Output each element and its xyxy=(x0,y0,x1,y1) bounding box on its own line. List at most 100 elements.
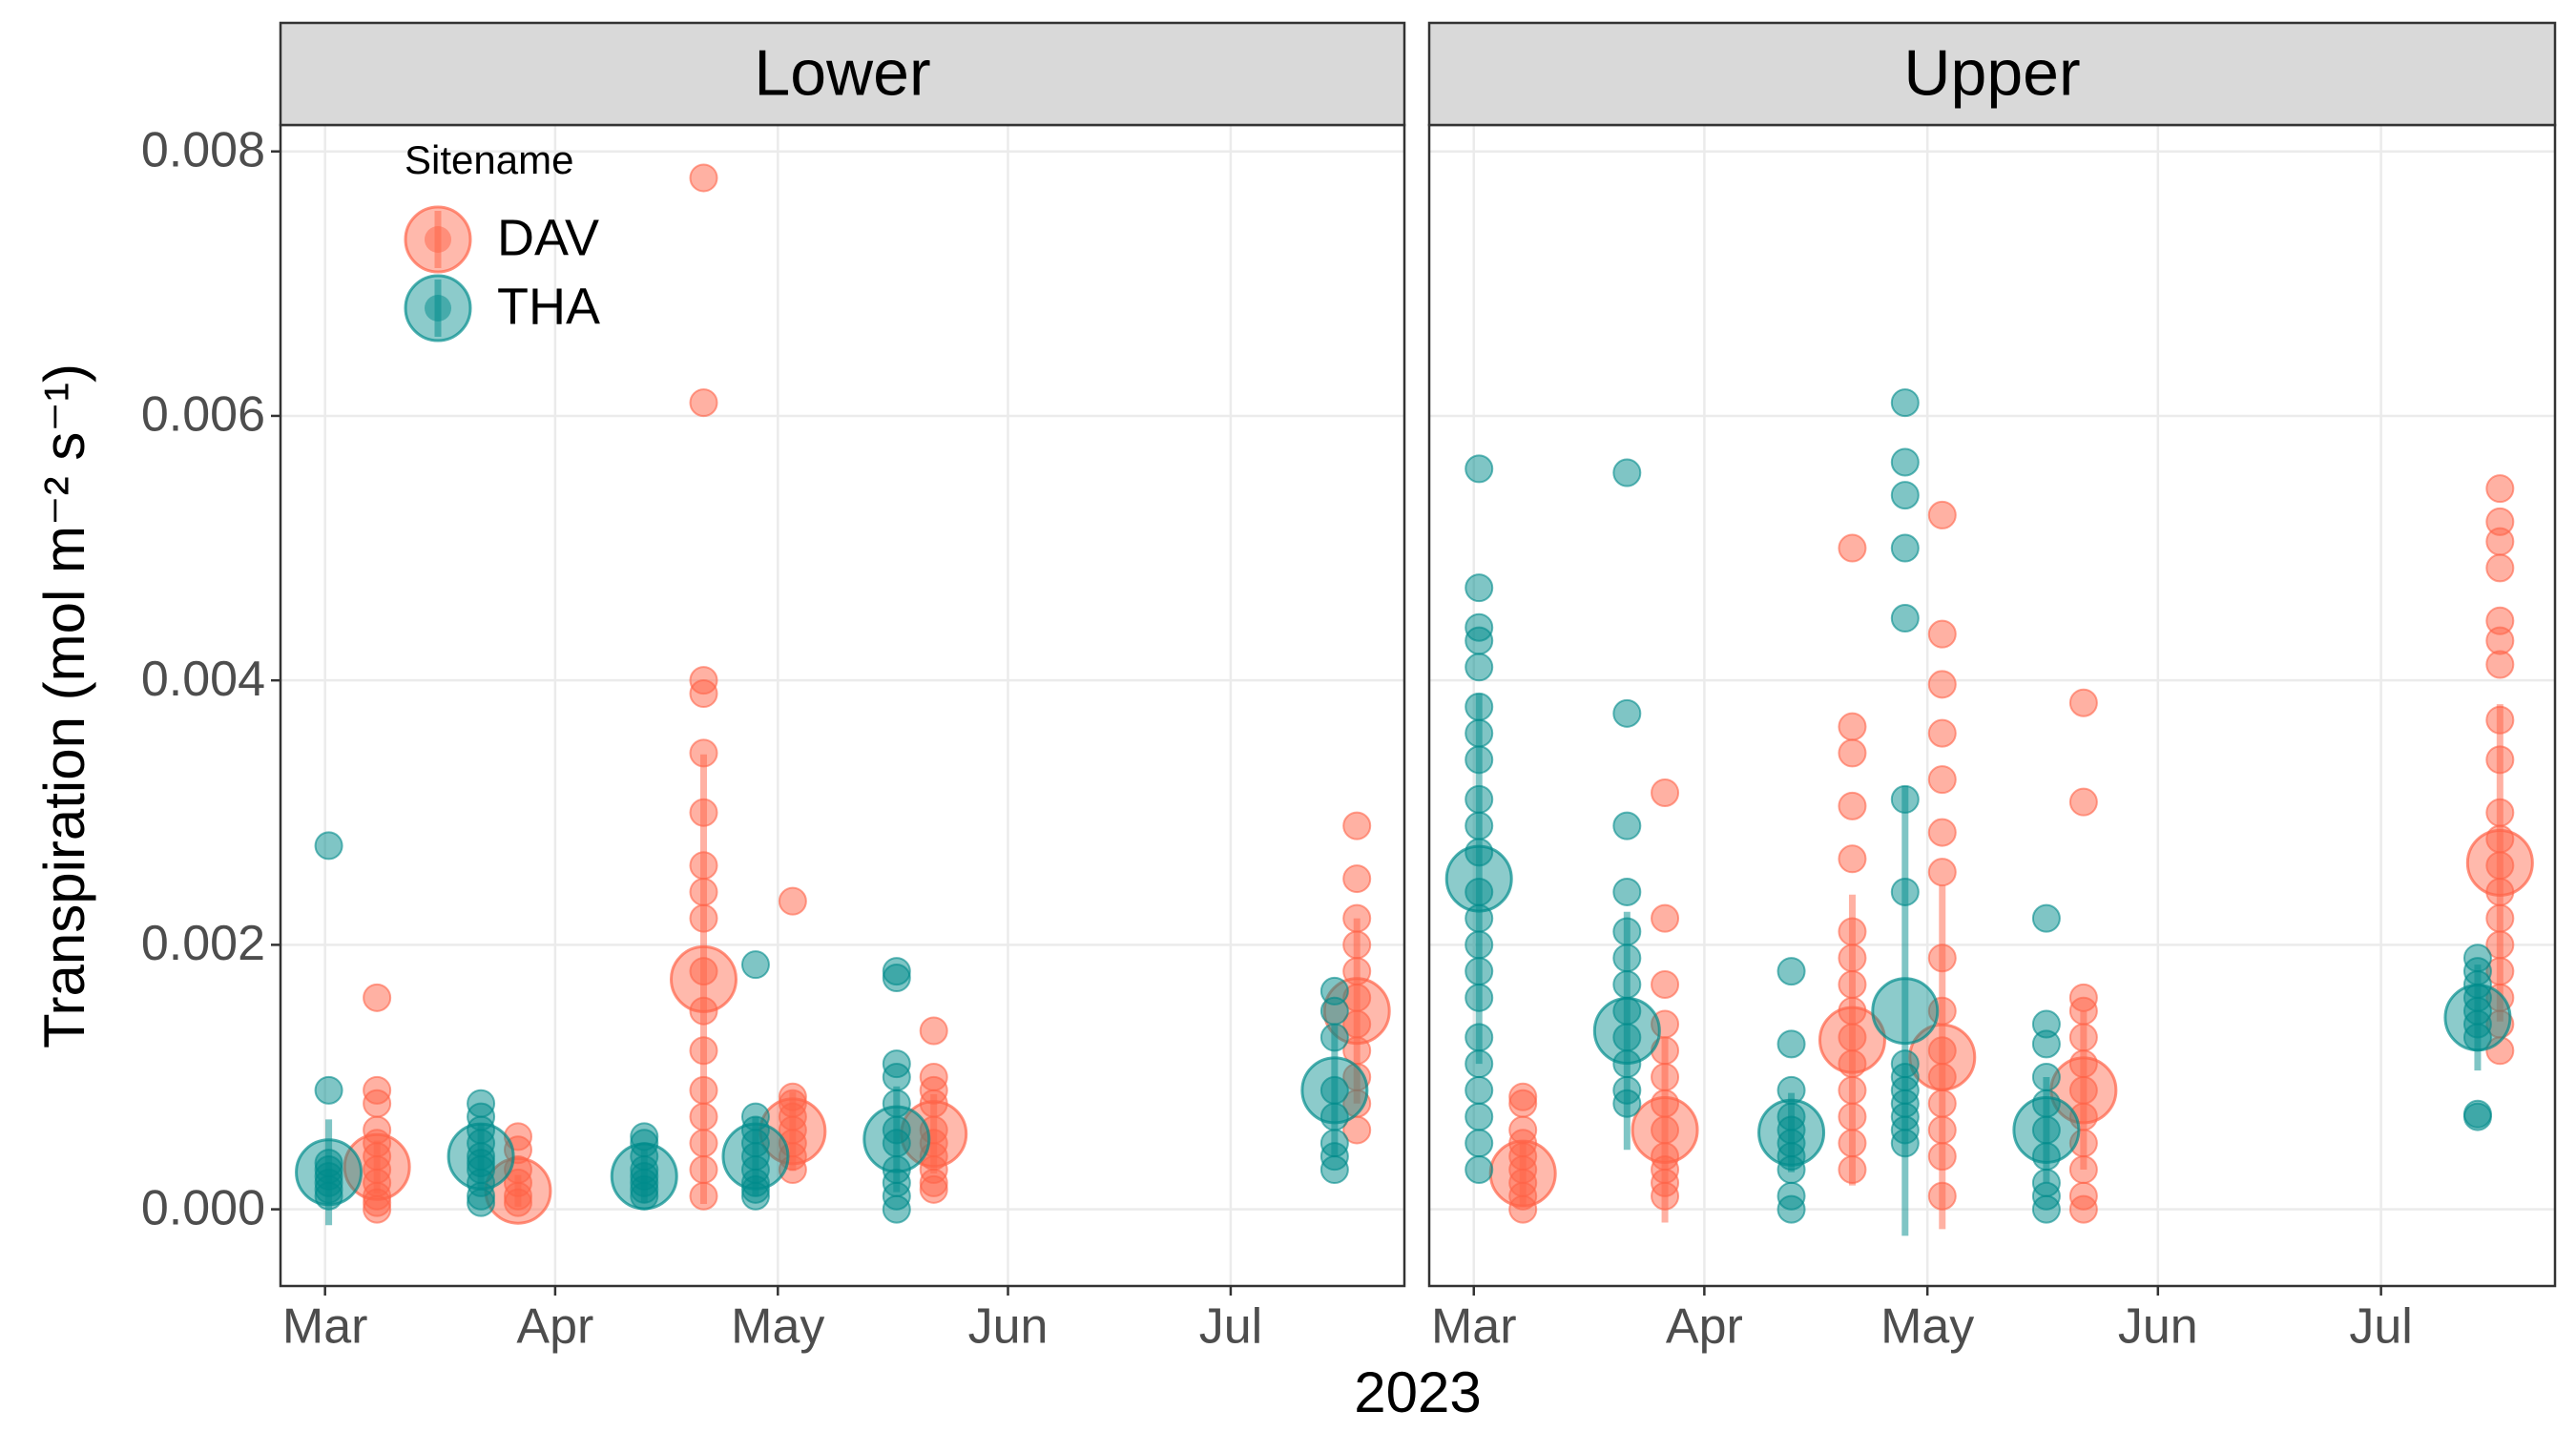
data-point xyxy=(2068,996,2098,1026)
data-point xyxy=(2485,798,2515,827)
data-point xyxy=(1838,533,1867,563)
data-point xyxy=(1465,454,1494,484)
data-point xyxy=(1838,1102,1867,1131)
strip-title: Lower xyxy=(754,36,930,109)
panel-background xyxy=(1429,125,2555,1286)
data-point xyxy=(1927,718,1957,748)
data-point xyxy=(1890,784,1920,814)
data-point xyxy=(2485,745,2515,775)
data-point xyxy=(689,1075,718,1105)
data-point xyxy=(1651,778,1680,807)
x-tick-label: Mar xyxy=(1431,1299,1517,1355)
data-point xyxy=(1838,1155,1867,1185)
data-point xyxy=(1838,738,1867,768)
legend-title: Sitename xyxy=(405,137,573,182)
data-point xyxy=(1319,1023,1349,1052)
data-point xyxy=(1927,818,1957,847)
data-point xyxy=(2485,474,2515,504)
strip xyxy=(279,21,1406,127)
data-point xyxy=(689,1036,718,1066)
data-point xyxy=(1342,930,1372,960)
data-point xyxy=(1890,1129,1920,1158)
mean-point xyxy=(610,1142,678,1211)
data-point xyxy=(1838,844,1867,874)
data-point xyxy=(689,903,718,933)
mean-point xyxy=(1757,1098,1826,1167)
x-tick-label: Jun xyxy=(2118,1299,2198,1355)
data-point xyxy=(2068,688,2098,717)
data-point xyxy=(1890,388,1920,418)
data-point xyxy=(689,798,718,827)
mean-point xyxy=(1592,996,1661,1065)
mean-point xyxy=(721,1122,790,1191)
data-point xyxy=(689,851,718,881)
mean-point xyxy=(1444,844,1513,913)
data-point xyxy=(1465,784,1494,814)
y-tick-label: 0.008 xyxy=(141,122,265,177)
data-point xyxy=(1465,811,1494,840)
data-point xyxy=(2485,1036,2515,1066)
data-point xyxy=(1890,447,1920,477)
data-point xyxy=(1465,573,1494,603)
data-point xyxy=(1651,969,1680,999)
data-point xyxy=(1927,619,1957,649)
data-point xyxy=(919,1174,948,1204)
data-point xyxy=(689,388,718,418)
mean-point xyxy=(447,1122,515,1191)
data-point xyxy=(1890,533,1920,563)
data-point xyxy=(689,1181,718,1211)
data-point xyxy=(1465,1102,1494,1131)
mean-point xyxy=(1488,1139,1557,1208)
data-point xyxy=(1838,791,1867,820)
data-point xyxy=(882,1062,911,1091)
data-point xyxy=(1651,903,1680,933)
strip xyxy=(1427,21,2557,127)
data-point xyxy=(689,738,718,768)
data-point xyxy=(2485,650,2515,679)
data-point xyxy=(1342,864,1372,894)
mean-point xyxy=(2443,984,2512,1052)
data-point xyxy=(2485,527,2515,556)
data-point xyxy=(1465,930,1494,960)
mean-point xyxy=(1818,1006,1886,1074)
mean-point xyxy=(2465,828,2534,897)
data-point xyxy=(1319,996,1349,1026)
data-point xyxy=(314,1075,343,1105)
mean-point xyxy=(1871,977,1940,1046)
data-point xyxy=(2031,1029,2061,1059)
legend-label: THA xyxy=(497,278,600,335)
data-point xyxy=(2068,1155,2098,1185)
data-point xyxy=(1776,957,1806,986)
data-point xyxy=(1342,903,1372,933)
y-tick-label: 0.000 xyxy=(141,1180,265,1235)
data-point xyxy=(740,950,770,980)
data-point xyxy=(1612,698,1642,728)
data-point xyxy=(314,831,343,861)
data-point xyxy=(1612,811,1642,840)
mean-point xyxy=(1300,1056,1369,1125)
data-point xyxy=(1651,1062,1680,1091)
data-point xyxy=(1890,604,1920,633)
data-point xyxy=(1465,957,1494,986)
data-point xyxy=(467,1188,496,1217)
data-point xyxy=(1838,969,1867,999)
legend-key xyxy=(425,295,451,322)
data-point xyxy=(689,1155,718,1185)
y-axis-label: Transpiration (mol m⁻² s⁻¹) xyxy=(32,363,96,1048)
legend-key xyxy=(425,226,451,253)
data-point xyxy=(2485,553,2515,583)
data-point xyxy=(2485,705,2515,735)
x-tick-label: Mar xyxy=(282,1299,368,1355)
data-point xyxy=(1838,944,1867,973)
data-point xyxy=(1465,1155,1494,1185)
data-point xyxy=(2462,1099,2492,1129)
data-point xyxy=(314,1149,343,1178)
data-point xyxy=(503,1188,532,1217)
data-point xyxy=(882,1194,911,1224)
data-point xyxy=(1927,500,1957,529)
data-point xyxy=(1465,983,1494,1012)
data-point xyxy=(630,1161,659,1191)
data-point xyxy=(1508,1089,1538,1118)
data-point xyxy=(1465,692,1494,721)
